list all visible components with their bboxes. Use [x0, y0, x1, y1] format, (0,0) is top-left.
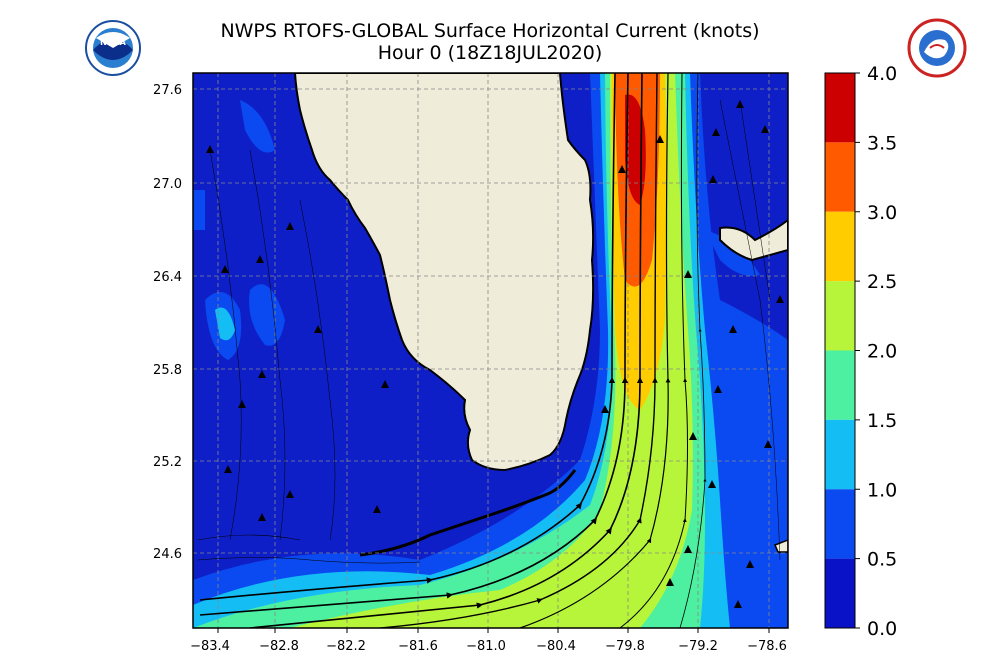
noaa-logo: NOAA — [85, 20, 141, 76]
colorbar: 4.0 3.5 3.0 2.5 2.0 1.5 1.0 0.5 0.0 — [824, 63, 897, 640]
lat-tick-label: 25.2 — [153, 455, 182, 470]
lat-axis: 27.6 27.0 26.4 25.8 25.2 24.6 — [153, 83, 182, 562]
noaa-logo-text: NOAA — [100, 38, 126, 47]
streamlines — [197, 73, 781, 628]
map-area — [193, 73, 788, 628]
colorbar-bin — [825, 350, 855, 420]
lat-tick-label: 27.0 — [153, 177, 182, 192]
colorbar-tick-label: 1.5 — [867, 410, 897, 432]
colorbar-bin — [825, 142, 855, 212]
current-arrows — [206, 100, 784, 608]
colorbar-tick-label: 0.5 — [867, 549, 897, 571]
lon-tick-label: −83.4 — [190, 639, 230, 654]
colorbar-bin — [825, 73, 855, 143]
map-frame — [192, 72, 789, 629]
colorbar-bin — [825, 419, 855, 490]
nws-logo — [907, 18, 967, 78]
lon-tick-label: −82.8 — [259, 639, 299, 654]
lat-tick-label: 27.6 — [153, 83, 182, 98]
lon-tick-label: −81.6 — [398, 639, 438, 654]
colorbar-tick-label: 1.0 — [867, 479, 897, 501]
bahamas-land — [719, 218, 788, 262]
colorbar-tick-label: 2.5 — [867, 271, 897, 293]
colorbar-tick-label: 0.0 — [867, 618, 897, 640]
colorbar-tick-label: 2.0 — [867, 341, 897, 363]
lon-tick-label: −79.2 — [678, 639, 718, 654]
lon-tick-label: −78.6 — [747, 639, 787, 654]
lat-tick-label: 24.6 — [153, 547, 182, 562]
lon-axis: −83.4 −82.8 −82.2 −81.6 −81.0 −80.4 −79.… — [190, 628, 787, 654]
lon-tick-label: −81.0 — [466, 639, 506, 654]
lon-tick-label: −79.8 — [605, 639, 645, 654]
colorbar-bin — [825, 281, 855, 351]
lat-tick-label: 25.8 — [153, 363, 182, 378]
colorbar-bin — [825, 489, 855, 559]
colorbar-bin — [825, 211, 855, 282]
colorbar-tick-label: 4.0 — [867, 63, 897, 85]
lat-tick-label: 26.4 — [153, 270, 182, 285]
chart-title: NWPS RTOFS-GLOBAL Surface Horizontal Cur… — [220, 20, 760, 42]
colorbar-bin — [825, 558, 855, 628]
chart-subtitle: Hour 0 (18Z18JUL2020) — [377, 42, 603, 64]
lon-tick-label: −80.4 — [536, 639, 576, 654]
colorbar-tick-label: 3.5 — [867, 132, 897, 154]
colorbar-tick-label: 3.0 — [867, 202, 897, 224]
lon-tick-label: −82.2 — [326, 639, 366, 654]
